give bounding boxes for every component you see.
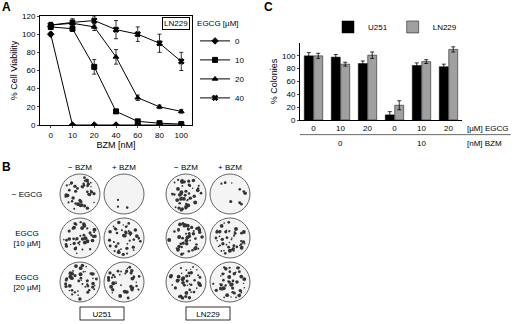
svg-text:EGCG: EGCG (15, 229, 39, 238)
svg-text:60: 60 (286, 77, 295, 86)
svg-text:LN229: LN229 (164, 19, 188, 28)
svg-text:100: 100 (22, 30, 36, 39)
svg-text:0: 0 (311, 124, 316, 133)
svg-text:10: 10 (235, 56, 244, 65)
svg-text:20: 20 (286, 103, 295, 112)
svg-text:20: 20 (90, 131, 99, 140)
svg-text:20: 20 (26, 103, 35, 112)
svg-text:40: 40 (286, 90, 295, 99)
html-text:B: B (2, 160, 11, 174)
svg-text:100: 100 (175, 131, 189, 140)
html-text:C: C (264, 0, 273, 14)
svg-text:0: 0 (49, 131, 54, 140)
svg-text:80: 80 (155, 131, 164, 140)
svg-text:+ BZM: + BZM (218, 163, 242, 172)
svg-text:60: 60 (133, 131, 142, 140)
svg-text:− EGCG: − EGCG (12, 190, 42, 199)
svg-text:10: 10 (417, 124, 426, 133)
svg-text:60: 60 (26, 66, 35, 75)
svg-text:0: 0 (338, 139, 343, 148)
svg-text:LN229: LN229 (433, 23, 457, 32)
html-text:A: A (2, 0, 11, 14)
svg-text:40: 40 (112, 131, 121, 140)
svg-text:0: 0 (392, 124, 397, 133)
svg-text:[20 µM]: [20 µM] (14, 283, 41, 292)
svg-text:% Cell Viability: % Cell Viability (9, 40, 19, 100)
svg-text:20: 20 (235, 75, 244, 84)
svg-text:10: 10 (68, 131, 77, 140)
svg-text:− BZM: − BZM (174, 163, 198, 172)
svg-text:20: 20 (363, 124, 372, 133)
svg-text:[nM] BZM: [nM] BZM (467, 139, 502, 148)
svg-text:EGCG: EGCG (15, 273, 39, 282)
svg-text:120: 120 (22, 12, 36, 21)
svg-text:80: 80 (26, 48, 35, 57)
svg-text:80: 80 (286, 64, 295, 73)
svg-text:0: 0 (31, 121, 36, 130)
svg-text:[µM] EGCG: [µM] EGCG (467, 124, 509, 133)
svg-text:100: 100 (282, 52, 296, 61)
svg-text:10: 10 (336, 124, 345, 133)
svg-text:40: 40 (26, 84, 35, 93)
svg-text:% Colonies: % Colonies (269, 58, 279, 104)
svg-text:10: 10 (417, 139, 426, 148)
svg-text:U251: U251 (92, 310, 112, 319)
svg-text:20: 20 (444, 124, 453, 133)
svg-text:U251: U251 (368, 23, 388, 32)
svg-text:0: 0 (291, 116, 296, 125)
svg-text:EGCG [µM]: EGCG [µM] (197, 19, 239, 28)
svg-text:[10 µM]: [10 µM] (14, 239, 41, 248)
svg-text:40: 40 (235, 94, 244, 103)
svg-text:+ BZM: + BZM (112, 163, 136, 172)
svg-text:BZM [nM]: BZM [nM] (96, 140, 135, 150)
svg-text:0: 0 (235, 37, 240, 46)
svg-text:LN229: LN229 (196, 310, 220, 319)
svg-text:− BZM: − BZM (68, 163, 92, 172)
